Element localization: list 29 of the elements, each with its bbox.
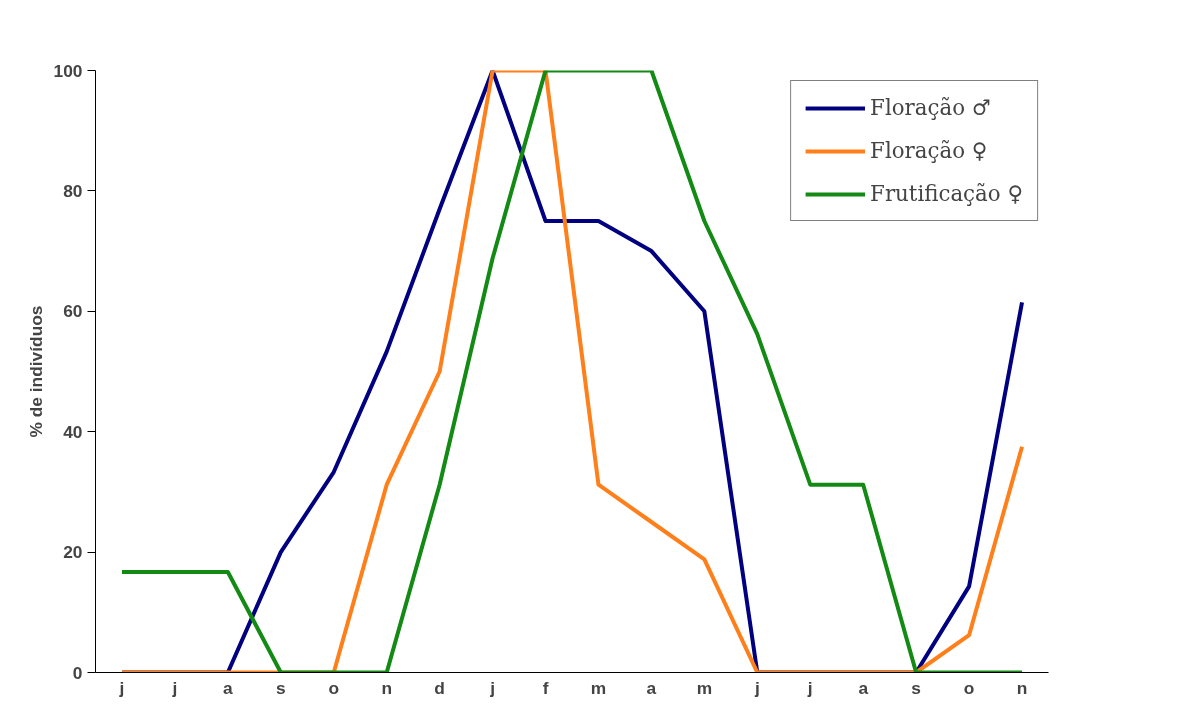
x-tick-label: o <box>963 677 975 698</box>
x-tick-label: a <box>223 677 234 698</box>
line-series <box>119 70 1025 673</box>
x-tick-label: a <box>646 677 657 698</box>
y-axis-title: % de indivíduos <box>25 305 46 438</box>
y-tick-label: 40 <box>63 421 83 442</box>
x-tick-label: d <box>434 677 445 698</box>
x-tick-label: a <box>858 677 869 698</box>
legend-label: Floração ♀ <box>870 138 988 163</box>
x-tick-label: f <box>542 677 549 698</box>
x-tick-label: s <box>911 677 921 698</box>
x-tick-label: j <box>171 677 178 698</box>
x-tick-label: s <box>275 677 286 698</box>
x-tick-label: j <box>118 677 125 698</box>
x-tick-label: m <box>696 677 713 698</box>
x-tick-label: n <box>381 677 392 698</box>
y-tick-label: 100 <box>53 60 83 81</box>
y-tick-label: 20 <box>63 542 83 563</box>
legend-label: Floração ♂ <box>870 95 991 120</box>
x-tick-label: o <box>328 677 340 698</box>
x-tick-label: j <box>806 677 813 698</box>
y-tick-label: 60 <box>63 301 83 322</box>
x-tick-label: j <box>489 677 495 698</box>
x-tick-label: j <box>753 677 760 698</box>
x-tick-label: m <box>590 677 607 698</box>
x-tick-label: n <box>1016 677 1028 698</box>
y-tick-label: 0 <box>72 662 83 683</box>
legend-label: Frutificação ♀ <box>870 181 1023 206</box>
y-tick-label: 80 <box>63 180 83 201</box>
